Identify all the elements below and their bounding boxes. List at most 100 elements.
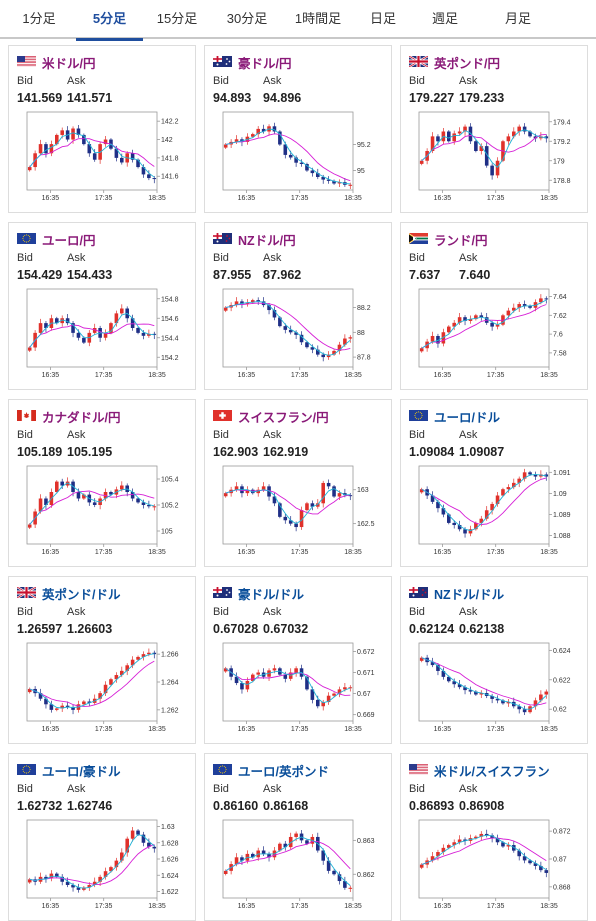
ask-value: 7.640	[459, 268, 491, 282]
plot-frame	[418, 819, 550, 899]
candle-body	[55, 708, 59, 710]
currency-pair-link[interactable]: NZドル/円	[238, 234, 296, 248]
x-tick-label: 17:35	[291, 195, 309, 202]
tab-4[interactable]: 30分足	[212, 0, 282, 39]
rate-card[interactable]: 豪ドル/ドル Bid Ask 0.67028 0.67032 0.672 0.671 0.67…	[204, 576, 392, 744]
card-header: ユーロ/豪ドル	[17, 760, 189, 779]
ask-label: Ask	[263, 429, 282, 441]
uk-flag-icon	[17, 587, 36, 598]
candle-body	[87, 885, 92, 888]
chart-container: 88.2 88 87.8 16:35 17:35 18:35	[209, 285, 389, 385]
y-tick-label: 105	[161, 529, 173, 536]
tab-5[interactable]: 1時間足	[282, 0, 354, 39]
currency-pair-link[interactable]: 米ドル/スイスフラン	[434, 765, 550, 779]
x-tick-label: 17:35	[95, 549, 113, 556]
currency-pair-link[interactable]: 英ポンド/ドル	[42, 588, 121, 602]
ask-label: Ask	[263, 783, 282, 795]
currency-pair-link[interactable]: ランド/円	[434, 234, 488, 248]
x-tick-label: 16:35	[238, 549, 256, 556]
candle-body	[348, 687, 353, 689]
rate-card[interactable]: NZドル/円 Bid Ask 87.955 87.962 88.2 88 87.8 16:35 1…	[204, 222, 392, 390]
price-chart: 142.2 142 141.8 141.6 16:35 17:35 18:35	[26, 111, 179, 202]
candle-body	[152, 178, 157, 180]
ask-value: 105.195	[67, 445, 113, 459]
candle-body	[82, 887, 86, 890]
candle-body	[65, 318, 70, 324]
candle-body	[299, 334, 304, 343]
currency-pair-link[interactable]: ユーロ/豪ドル	[42, 765, 121, 779]
rate-card[interactable]: カナダドル/円 Bid Ask 105.189 105.195 105.4 105.2 105…	[8, 399, 196, 567]
currency-pair-link[interactable]: ユーロ/円	[42, 234, 96, 248]
candle-body	[71, 323, 75, 333]
rate-card[interactable]: 英ポンド/円 Bid Ask 179.227 179.233 179.4 179.2 179 1…	[400, 45, 588, 213]
candle-body	[55, 318, 59, 324]
candle-body	[441, 847, 446, 853]
y-tick-label: 1.089	[553, 512, 571, 519]
currency-pair-link[interactable]: ユーロ/英ポンド	[238, 765, 329, 779]
currency-pair-link[interactable]: ユーロ/ドル	[434, 411, 500, 425]
candle-body	[430, 335, 435, 342]
y-tick-label: 141.6	[161, 174, 179, 181]
tab-label: 1分足	[22, 11, 56, 26]
tab-8[interactable]: 月足	[481, 0, 555, 39]
canada-flag-icon	[17, 410, 36, 421]
rate-card[interactable]: 英ポンド/ドル Bid Ask 1.26597 1.26603 1.266 1.264 1.2…	[8, 576, 196, 744]
card-header: スイスフラン/円	[213, 406, 385, 425]
currency-pair-link[interactable]: 英ポンド/円	[434, 57, 500, 71]
candle-body	[495, 698, 500, 701]
candle-body	[82, 337, 86, 343]
rate-card[interactable]: 豪ドル/円 Bid Ask 94.893 94.896 95.2 95 16:35 17:35 1…	[204, 45, 392, 213]
rate-card[interactable]: NZドル/ドル Bid Ask 0.62124 0.62138 0.624 0.622 0.6…	[400, 576, 588, 744]
candle-body	[506, 487, 511, 490]
tab-3[interactable]: 15分足	[143, 0, 211, 39]
y-tick-label: 1.622	[161, 889, 179, 896]
price-chart: 179.4 179.2 179 178.8 16:35 17:35 18:35	[418, 111, 571, 202]
currency-pair-link[interactable]: 豪ドル/円	[238, 57, 292, 71]
rate-card[interactable]: ユーロ/ドル Bid Ask 1.09084 1.09087 1.091 1.09 1.089…	[400, 399, 588, 567]
candle-body	[130, 318, 135, 328]
tab-7[interactable]: 週足	[411, 0, 479, 39]
candle-body	[468, 126, 473, 142]
candle-body	[310, 503, 315, 507]
bid-label: Bid	[17, 252, 33, 264]
candle-body	[479, 693, 484, 695]
candle-body	[419, 160, 424, 164]
ask-value: 154.433	[67, 268, 113, 282]
candle-body	[82, 494, 86, 499]
rate-card[interactable]: ユーロ/英ポンド Bid Ask 0.86160 0.86168 0.863 0.862 16…	[204, 753, 392, 921]
currency-pair-link[interactable]: スイスフラン/円	[238, 411, 329, 425]
bid-value: 105.189	[17, 445, 63, 459]
candle-body	[447, 131, 451, 142]
y-tick-label: 1.626	[161, 857, 179, 864]
tab-label: 日足	[369, 11, 396, 26]
tab-6[interactable]: 日足	[353, 0, 413, 39]
tab-2[interactable]: 5分足	[76, 0, 143, 41]
currency-pair-link[interactable]: カナダドル/円	[42, 411, 121, 425]
rate-card[interactable]: 米ドル/スイスフラン Bid Ask 0.86893 0.86908 0.872 0.87 0…	[400, 753, 588, 921]
moving-average-long	[225, 489, 351, 515]
candle-body	[136, 830, 140, 835]
ask-value: 179.233	[459, 91, 505, 105]
rate-card[interactable]: ユーロ/豪ドル Bid Ask 1.62732 1.62746 1.63 1.628 1.62…	[8, 753, 196, 921]
candle-body	[294, 523, 298, 528]
rate-card[interactable]: スイスフラン/円 Bid Ask 162.903 162.919 163 162.5 16:3…	[204, 399, 392, 567]
nz-flag-icon	[409, 587, 428, 598]
candle-body	[343, 687, 347, 690]
candle-body	[506, 136, 511, 142]
moving-average-short	[29, 132, 155, 178]
candle-body	[147, 174, 151, 179]
rate-card[interactable]: ランド/円 Bid Ask 7.637 7.640 7.64 7.62 7.6 7.58 16:3…	[400, 222, 588, 390]
rate-card[interactable]: 米ドル/円 Bid Ask 141.569 141.571 142.2 142 141.8 14…	[8, 45, 196, 213]
ask-label: Ask	[459, 783, 478, 795]
candle-body	[27, 879, 32, 883]
plot-frame	[418, 642, 550, 722]
candle-body	[326, 482, 331, 487]
rate-card[interactable]: ユーロ/円 Bid Ask 154.429 154.433 154.8 154.6 154.4…	[8, 222, 196, 390]
currency-pair-link[interactable]: 豪ドル/ドル	[238, 588, 304, 602]
candle-body	[419, 657, 424, 661]
tab-1[interactable]: 1分足	[0, 0, 78, 39]
currency-pair-link[interactable]: 米ドル/円	[42, 57, 96, 71]
candle-body	[49, 704, 54, 710]
currency-pair-link[interactable]: NZドル/ドル	[434, 588, 505, 602]
moving-average-short	[29, 482, 155, 525]
